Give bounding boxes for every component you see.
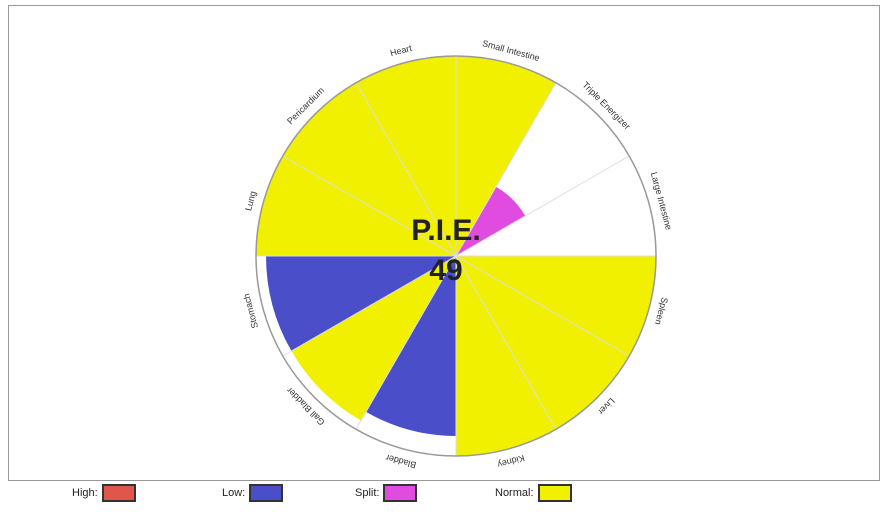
category-label: Kidney	[496, 453, 526, 470]
sector	[456, 256, 556, 456]
legend-item: Low:	[222, 484, 284, 502]
spoke	[455, 255, 557, 430]
legend-swatch	[383, 484, 418, 502]
spoke	[455, 255, 630, 357]
category-label: Lung	[243, 190, 258, 212]
legend-swatch	[101, 484, 136, 502]
sector	[282, 82, 456, 256]
score: 49	[429, 254, 462, 287]
sector	[456, 186, 526, 256]
category-label: Spleen	[653, 296, 670, 326]
outline	[255, 55, 657, 457]
legend-label: Low:	[222, 487, 246, 499]
legend-label: High:	[72, 487, 98, 499]
sector	[456, 256, 630, 430]
sector	[456, 256, 656, 356]
sector	[456, 56, 556, 256]
spoke	[355, 82, 457, 257]
legend-swatch	[537, 484, 572, 502]
sector	[366, 256, 456, 436]
category-label: Liver	[596, 396, 617, 417]
sector	[256, 156, 456, 256]
sector	[356, 56, 456, 256]
spoke	[455, 82, 557, 257]
chart-title: P.I.E.	[411, 214, 481, 247]
legend-swatch	[249, 484, 284, 502]
spoke	[455, 155, 630, 257]
spoke	[282, 155, 457, 257]
category-label: Bladder	[385, 453, 418, 471]
sector	[291, 256, 456, 421]
spoke	[355, 255, 457, 430]
spoke	[282, 255, 457, 357]
category-label: Stomach	[241, 293, 260, 330]
legend-label: Split:	[355, 487, 380, 499]
legend: High: Low: Split: Normal:	[0, 484, 882, 510]
category-label: Gall Bladder	[285, 385, 327, 427]
category-label: Heart	[389, 43, 413, 58]
legend-item: Normal:	[495, 484, 572, 502]
sector	[266, 256, 456, 351]
legend-item: Split:	[355, 484, 418, 502]
legend-item: High:	[72, 484, 136, 502]
chart-frame: Large Intestine Triple Energizer Small Int…	[8, 5, 880, 481]
legend-label: Normal:	[495, 487, 534, 499]
